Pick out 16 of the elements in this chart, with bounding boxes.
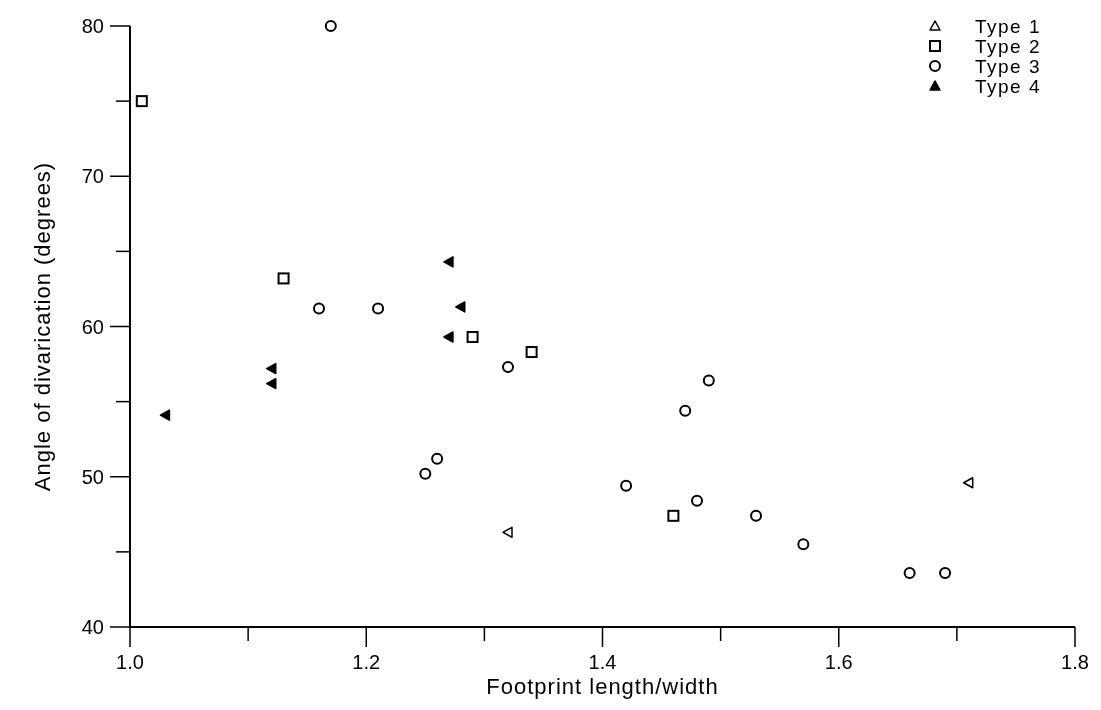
legend-label: Type 1 <box>975 16 1042 37</box>
y-tick-label: 60 <box>81 315 104 338</box>
legend-label: Type 2 <box>975 36 1042 57</box>
x-tick-label: 1.6 <box>824 651 853 673</box>
x-tick-label: 1.8 <box>1061 651 1089 673</box>
y-tick-label: 50 <box>81 465 104 488</box>
y-tick-label: 80 <box>81 15 104 37</box>
x-tick-label: 1.4 <box>588 651 617 673</box>
y-tick-label: 70 <box>81 165 104 188</box>
y-axis-title: Angle of divarication (degrees) <box>30 161 55 492</box>
x-tick-label: 1.2 <box>352 651 381 673</box>
x-tick-label: 1.0 <box>116 651 144 673</box>
legend-label: Type 4 <box>975 76 1042 97</box>
y-tick-label: 40 <box>81 616 104 638</box>
legend-label: Type 3 <box>975 56 1042 77</box>
x-axis-title: Footprint length/width <box>486 674 719 699</box>
